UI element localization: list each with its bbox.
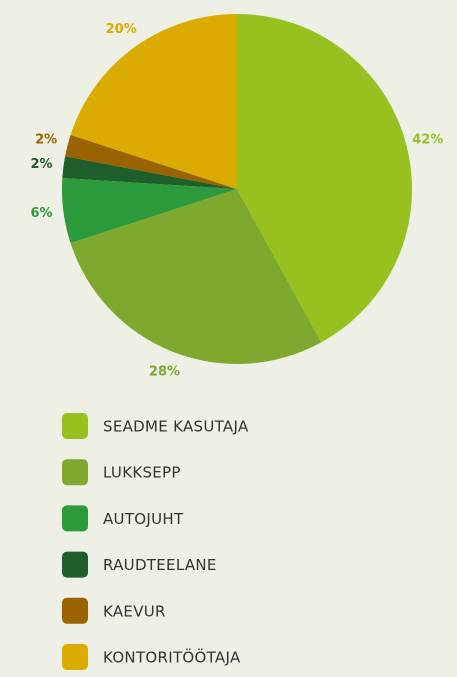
data-label: 2% — [35, 133, 57, 148]
pie-slice — [62, 156, 237, 189]
data-label: 42% — [412, 133, 443, 148]
legend-swatch — [62, 551, 88, 578]
data-label: 28% — [149, 365, 180, 380]
legend-label: KAEVUR — [103, 602, 166, 620]
pie-slice — [70, 14, 237, 189]
legend-label: AUTOJUHT — [103, 510, 184, 528]
pie-slice — [70, 189, 322, 365]
legend-label: KONTORITÖÖTAJA — [103, 648, 241, 667]
legend-label: RAUDTEELANE — [103, 556, 217, 574]
legend-swatch — [62, 459, 88, 486]
legend-swatch — [62, 505, 88, 532]
legend-label: SEADME KASUTAJA — [103, 418, 249, 436]
data-label: 6% — [31, 206, 53, 221]
legend-swatch — [62, 644, 88, 670]
data-label: 2% — [31, 157, 53, 172]
pie-slice — [65, 134, 237, 189]
legend-swatch — [62, 597, 88, 624]
pie-slice — [62, 178, 237, 244]
pie-slice — [237, 14, 412, 343]
legend-swatch — [62, 413, 88, 439]
legend-label: LUKKSEPP — [103, 464, 181, 482]
data-label: 20% — [106, 22, 137, 37]
